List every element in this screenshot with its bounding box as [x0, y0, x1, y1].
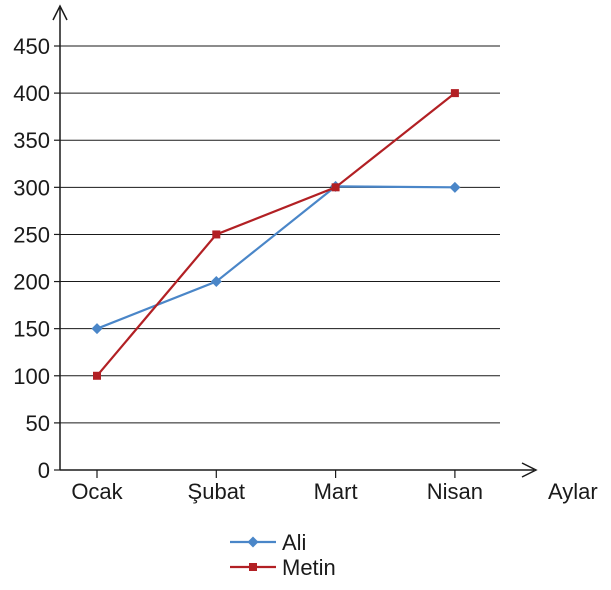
x-tick-labels: Ocak Şubat Mart Nisan [71, 470, 483, 504]
legend-marker [247, 536, 259, 548]
y-tick-label: 100 [13, 364, 50, 389]
y-tick-label: 450 [13, 34, 50, 59]
series-ali [91, 180, 461, 335]
legend-item-metin: Metin [230, 555, 336, 580]
legend-label: Ali [282, 530, 306, 555]
x-tick-label: Şubat [188, 479, 246, 504]
y-tick-label: 150 [13, 317, 50, 342]
data-point-metin [450, 89, 459, 98]
y-tick-label: 50 [26, 411, 50, 436]
x-axis-arrow [521, 462, 538, 478]
y-tick-label: 250 [13, 222, 50, 247]
data-point-ali [449, 181, 461, 193]
y-axis-arrow [52, 4, 68, 21]
x-tick-label: Nisan [427, 479, 483, 504]
x-axis-label: Aylar [548, 479, 598, 504]
y-tick-label: 400 [13, 81, 50, 106]
data-point-metin [212, 230, 221, 239]
series-metin [93, 89, 459, 380]
axes [52, 4, 538, 478]
gridlines [60, 45, 500, 424]
x-tick-label: Mart [314, 479, 358, 504]
y-tick-label: 350 [13, 128, 50, 153]
legend-item-ali: Ali [230, 530, 306, 555]
data-series [91, 89, 461, 380]
y-tick-label: 200 [13, 270, 50, 295]
data-point-metin [93, 371, 101, 380]
data-point-ali [210, 276, 222, 288]
y-tick-label: 0 [38, 458, 50, 483]
x-tick-label: Ocak [71, 479, 123, 504]
series-line-metin [96, 92, 456, 377]
y-tick-labels: 0 50 100 150 200 250 300 350 400 450 [13, 34, 60, 483]
y-tick-label: 300 [13, 175, 50, 200]
series-line-ali [96, 185, 455, 330]
legend-label: Metin [282, 555, 336, 580]
data-point-ali [91, 323, 103, 335]
data-point-metin [331, 183, 340, 192]
legend-marker [249, 563, 257, 571]
